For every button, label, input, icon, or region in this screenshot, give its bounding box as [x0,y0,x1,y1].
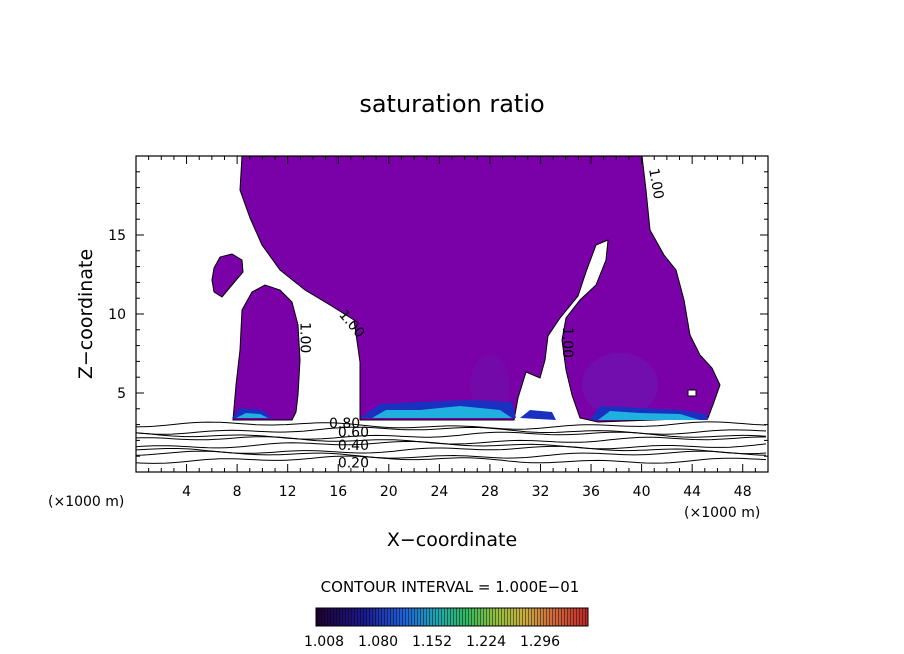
saturated-region-left-blob [211,253,244,298]
contour-label: 0.40 [338,438,369,454]
x-tick-label: 36 [582,484,600,500]
colorbar-tick-label: 1.296 [520,634,560,650]
contour-line [136,431,767,440]
contour-label: 0.60 [338,425,369,441]
x-axis-ticks: 4 8 12 16 20 24 28 32 36 40 44 48 [148,156,756,500]
x-tick-label: 12 [279,484,297,500]
x-axis-label: X−coordinate [387,529,517,551]
colorbar [315,607,589,627]
contour-lines [136,421,767,464]
colorbar-ticks: 1.008 1.080 1.152 1.224 1.296 [304,634,560,650]
contour-interval: CONTOUR INTERVAL = 1.000E−01 [321,578,580,596]
x-tick-label: 32 [532,484,550,500]
x-tick-label: 20 [380,484,398,500]
contour-line [136,436,767,445]
contour-line [136,455,767,464]
colorbar-tick-label: 1.224 [466,634,506,650]
x-tick-label: 8 [233,484,242,500]
y-tick-label: 5 [117,386,126,402]
x-tick-label: 40 [633,484,651,500]
contour-labels: 1.00 1.001.001.000.800.600.400.20 [296,167,666,471]
y-axis-ticks: 5 10 15 [108,171,768,457]
saturated-region-left-column [232,284,301,421]
x-tick-label: 4 [182,484,191,500]
x-tick-label: 24 [430,484,448,500]
x-tick-label: 48 [734,484,752,500]
contour-label: 0.20 [338,455,369,471]
contour-line [136,421,767,430]
y-axis-label: Z−coordinate [75,249,97,379]
contour-label: 0.80 [329,416,360,432]
colorbar-tick-label: 1.152 [412,634,452,650]
y-tick-label: 10 [108,307,126,323]
contour-line [136,441,767,450]
contour-label: 1.00 [645,167,666,200]
contour-line [136,426,767,435]
contour-line [136,445,767,455]
colorbar-tick-label: 1.008 [304,634,344,650]
contour-line [136,450,767,459]
chart-title: saturation ratio [359,90,544,118]
plot-area [136,156,767,464]
x-unit-right: (×1000 m) [684,505,760,521]
colorbar-tick-label: 1.080 [358,634,398,650]
contour-label: 1.00 [296,322,312,353]
x-tick-label: 16 [329,484,347,500]
x-tick-label: 28 [481,484,499,500]
x-tick-label: 44 [683,484,701,500]
x-unit-left: (×1000 m) [48,494,124,510]
saturated-region-main [239,156,721,423]
contour-label: 1.00 [559,327,575,358]
y-tick-label: 15 [108,228,126,244]
